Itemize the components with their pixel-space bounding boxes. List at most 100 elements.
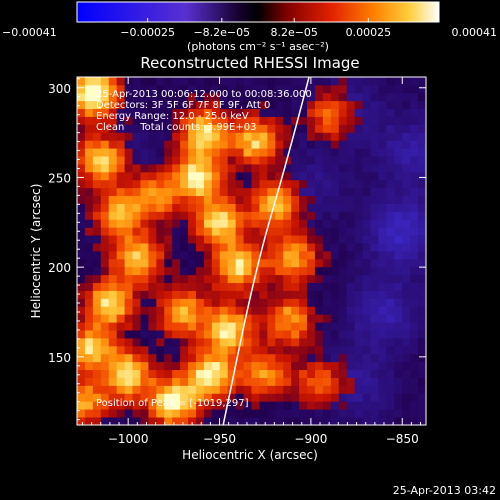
heatmap-cell — [354, 148, 363, 157]
heatmap-cell — [140, 211, 149, 220]
heatmap-cell — [259, 164, 268, 173]
heatmap-cell — [243, 77, 252, 86]
heatmap-cell — [116, 322, 125, 331]
heatmap-cell — [267, 409, 276, 418]
heatmap-cell — [410, 171, 419, 181]
heatmap-cell — [267, 314, 276, 323]
heatmap-cell — [84, 353, 94, 363]
heatmap-cell — [124, 156, 133, 165]
heatmap-cell — [314, 124, 324, 133]
heatmap-cell — [410, 164, 419, 173]
heatmap-cell — [259, 361, 268, 371]
heatmap-cell — [140, 258, 149, 268]
heatmap-cell — [307, 195, 316, 204]
heatmap-cell — [84, 108, 94, 117]
heatmap-cell — [77, 377, 86, 386]
heatmap-cell — [299, 274, 308, 284]
heatmap-cell — [172, 108, 181, 117]
heatmap-cell — [322, 179, 332, 189]
heatmap-cell — [92, 100, 102, 110]
heatmap-cell — [346, 108, 356, 117]
heatmap-cell — [180, 164, 189, 173]
heatmap-cell — [322, 401, 332, 410]
heatmap-cell — [259, 100, 268, 110]
heatmap-cell — [346, 148, 356, 157]
heatmap-cell — [188, 77, 197, 86]
heatmap-cell — [267, 361, 276, 371]
heatmap-cell — [322, 266, 332, 276]
heatmap-cell — [235, 377, 244, 386]
heatmap-cell — [100, 345, 110, 355]
heatmap-cell — [330, 156, 340, 165]
heatmap-cell — [140, 330, 149, 339]
heatmap-cell — [188, 274, 197, 284]
heatmap-cell — [195, 124, 205, 133]
heatmap-cell — [227, 211, 237, 220]
heatmap-cell — [148, 393, 157, 402]
heatmap-cell — [307, 243, 316, 252]
heatmap-cell — [394, 330, 403, 339]
heatmap-cell — [148, 409, 157, 418]
heatmap-cell — [362, 377, 371, 386]
heatmap-cell — [140, 164, 149, 173]
heatmap-cell — [362, 306, 371, 315]
heatmap-cell — [180, 338, 189, 347]
heatmap-cell — [172, 377, 181, 386]
heatmap-cell — [267, 179, 276, 189]
heatmap-cell — [164, 164, 173, 173]
colorbar-tick-label: 8.2e−05 — [270, 26, 317, 39]
heatmap-cell — [346, 235, 356, 244]
heatmap-cell — [346, 290, 356, 299]
heatmap-cell — [156, 132, 165, 141]
heatmap-cell — [267, 251, 276, 260]
heatmap-cell — [322, 282, 332, 291]
heatmap-cell — [116, 116, 125, 125]
heatmap-cell — [235, 322, 244, 331]
heatmap-cell — [84, 243, 94, 252]
heatmap-cell — [140, 274, 149, 284]
heatmap-cell — [219, 345, 229, 355]
heatmap-cell — [322, 243, 332, 252]
heatmap-cell — [92, 219, 102, 228]
heatmap-cell — [275, 140, 284, 149]
heatmap-cell — [172, 219, 181, 228]
heatmap-cell — [243, 393, 252, 402]
annotation-block: 25-Apr-2013 00:06:12.000 to 00:08:36.000… — [96, 89, 312, 133]
heatmap-cell — [378, 377, 387, 386]
heatmap-cell — [203, 92, 213, 102]
heatmap-cell — [235, 393, 244, 402]
heatmap-cell — [100, 282, 110, 291]
heatmap-cell — [354, 187, 363, 197]
heatmap-cell — [156, 84, 165, 94]
heatmap-cell — [195, 187, 205, 197]
heatmap-cell — [418, 100, 426, 110]
heatmap-cell — [140, 77, 149, 86]
heatmap-cell — [330, 345, 340, 355]
heatmap-cell — [362, 203, 371, 212]
heatmap-cell — [235, 409, 244, 418]
heatmap-cell — [211, 401, 221, 410]
heatmap-cell — [132, 132, 141, 141]
heatmap-cell — [235, 298, 244, 307]
heatmap-cell — [203, 148, 213, 157]
heatmap-cell — [370, 369, 379, 378]
heatmap-cell — [188, 116, 197, 125]
heatmap-cell — [84, 171, 94, 181]
heatmap-cell — [219, 274, 229, 284]
heatmap-cell — [394, 306, 403, 315]
heatmap-cell — [156, 92, 165, 102]
heatmap-cell — [267, 92, 276, 102]
heatmap-cell — [124, 132, 133, 141]
heatmap-cell — [362, 417, 371, 425]
heatmap-cell — [243, 330, 252, 339]
heatmap-cell — [100, 211, 110, 220]
heatmap-cell — [291, 409, 300, 418]
heatmap-cell — [211, 187, 221, 197]
heatmap-cell — [219, 401, 229, 410]
heatmap-cell — [322, 274, 332, 284]
heatmap-cell — [354, 274, 363, 284]
heatmap-cell — [180, 385, 189, 394]
heatmap-cell — [132, 219, 141, 228]
heatmap-cell — [219, 140, 229, 149]
heatmap-cell — [195, 100, 205, 110]
